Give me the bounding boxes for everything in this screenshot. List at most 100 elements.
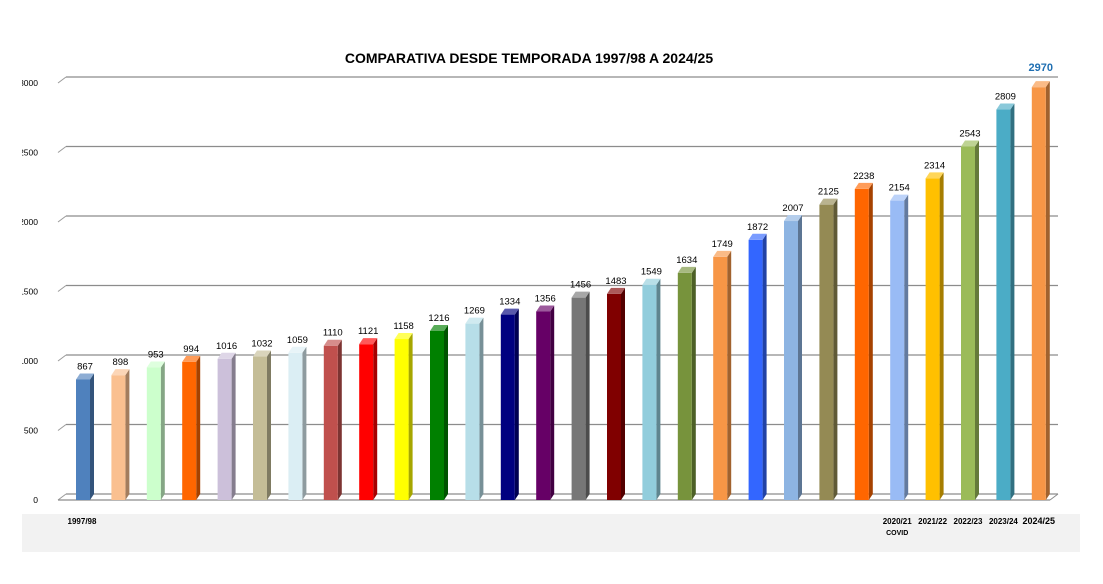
value-label: 1356: [535, 294, 556, 305]
bar-top: [111, 369, 130, 376]
bar-front: [536, 311, 551, 500]
bar-front: [713, 256, 728, 500]
bar-front: [288, 352, 303, 500]
bar-front: [607, 293, 621, 500]
bar-side: [267, 350, 271, 500]
bar: [288, 346, 307, 500]
bar-front: [465, 323, 480, 500]
value-label: 1110: [323, 328, 343, 339]
x-axis-labels: 1997/98 2020/21 COVID 2021/22 2022/23 2023/24…: [68, 516, 1056, 537]
bar-top: [323, 339, 342, 346]
bar-top: [642, 278, 661, 285]
bar: [607, 287, 625, 500]
bar-side: [621, 287, 625, 500]
bar-top: [713, 250, 732, 257]
bar-front: [677, 272, 692, 500]
chart-title: COMPARATIVA DESDE TEMPORADA 1997/98 A 20…: [345, 50, 713, 66]
bar-front: [854, 188, 869, 500]
bar-top: [819, 198, 838, 205]
bar-top: [748, 233, 767, 240]
bar-side: [904, 194, 909, 500]
x-axis-label-band: [22, 514, 1080, 552]
y-tick-label: 0: [33, 495, 38, 505]
bar: [642, 278, 661, 500]
y-tick-label: 1500: [22, 287, 38, 297]
x-axis-label: 2022/23: [954, 517, 983, 526]
bar-side: [337, 339, 342, 500]
bar: [996, 103, 1015, 500]
y-tick-label: 3000: [22, 78, 38, 88]
bar-top: [571, 291, 590, 298]
gridline-3d-edge: [57, 354, 67, 362]
value-label: 1483: [605, 276, 626, 287]
bar-top: [854, 182, 873, 189]
value-labels: 867 898 953 994 1016 1032 1059 1110 1121 1158 1216…: [77, 62, 1053, 372]
bar-side: [550, 305, 555, 500]
bar-front: [146, 367, 161, 500]
bar-side: [727, 250, 732, 500]
bar-side: [302, 346, 307, 500]
value-label: 2154: [889, 183, 910, 194]
gridline-3d-edge: [57, 215, 67, 223]
x-axis-sublabel: COVID: [886, 530, 908, 537]
bar-top: [217, 352, 236, 359]
value-label: 1872: [747, 222, 768, 233]
y-tick-label: 1000: [22, 356, 38, 366]
gridline-3d-edge: [57, 76, 67, 84]
y-axis-tick-labels: 0 500 1000 1500 2000 2500 3000: [22, 78, 38, 505]
bar-front: [784, 221, 798, 501]
x-axis-label: 1997/98: [68, 517, 97, 526]
bar-front: [430, 330, 444, 500]
bar: [359, 338, 378, 500]
bar-top: [465, 317, 484, 324]
bar: [961, 140, 979, 500]
value-label: 867: [77, 361, 93, 372]
y-tick-label: 2500: [22, 148, 38, 158]
bar-side: [373, 338, 378, 500]
bar-front: [111, 375, 126, 500]
bar-front: [182, 361, 197, 500]
bar-chart: COMPARATIVA DESDE TEMPORADA 1997/98 A 20…: [22, 50, 1080, 552]
bar: [465, 317, 484, 500]
bar-top: [607, 287, 625, 294]
bar-front: [996, 109, 1011, 500]
bar: [890, 194, 909, 500]
bar: [713, 250, 732, 500]
bar-front: [323, 345, 338, 500]
value-label: 953: [148, 350, 164, 361]
bar-front: [253, 356, 267, 500]
bar-top: [536, 305, 555, 312]
bar-side: [514, 308, 519, 500]
bar-side: [656, 278, 661, 500]
bar-top: [394, 333, 413, 340]
value-label: 1016: [216, 341, 237, 352]
value-label: 994: [183, 344, 199, 355]
bar-side: [196, 355, 201, 500]
bars: [76, 81, 1050, 501]
bar-side: [833, 198, 838, 500]
bar-side: [975, 140, 979, 500]
bar-front: [961, 146, 975, 500]
bar: [217, 352, 236, 500]
bar: [323, 339, 342, 500]
bar: [784, 215, 802, 501]
bar-front: [76, 379, 90, 500]
bar-front: [394, 339, 409, 500]
bar-front: [819, 204, 834, 500]
bar: [182, 355, 201, 500]
gridline-3d-edge: [57, 285, 67, 292]
bar: [500, 308, 519, 500]
bar-side: [939, 172, 944, 500]
bar: [677, 266, 696, 500]
bar-front: [890, 200, 905, 500]
bar-side: [160, 361, 165, 500]
bar-front: [217, 358, 232, 500]
x-axis-label: 2024/25: [1023, 516, 1056, 526]
value-label: 2809: [995, 92, 1016, 103]
value-label: 1158: [393, 321, 413, 332]
bar-front: [359, 344, 374, 500]
bar-side: [868, 182, 873, 500]
value-label: 1334: [499, 297, 520, 308]
bar-side: [1010, 103, 1015, 500]
bar-side: [231, 352, 236, 500]
